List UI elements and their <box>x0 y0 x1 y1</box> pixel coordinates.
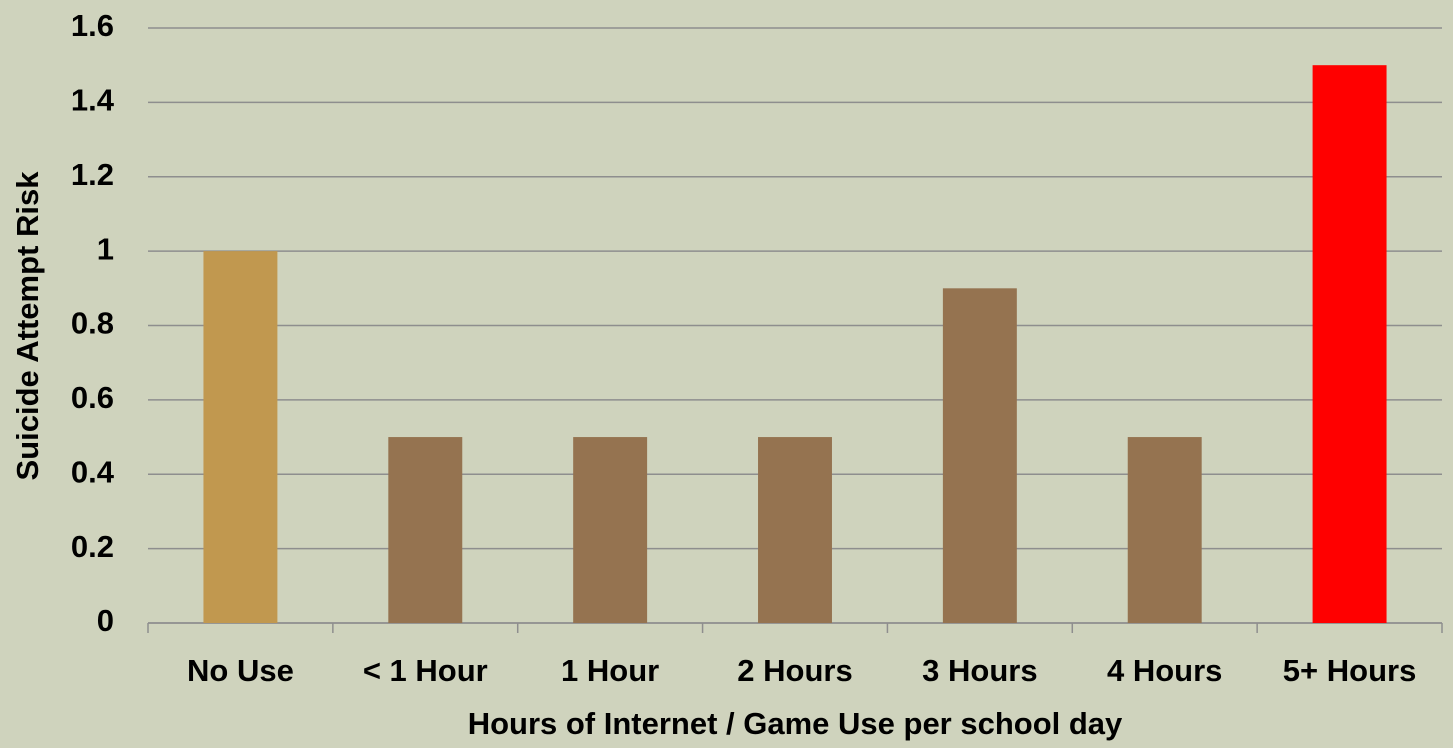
y-tick-label: 0.4 <box>71 454 115 489</box>
x-tick-label: < 1 Hour <box>363 653 488 688</box>
x-tick-label: 1 Hour <box>561 653 659 688</box>
x-tick-label: 4 Hours <box>1107 653 1222 688</box>
x-tick-label: 5+ Hours <box>1283 653 1417 688</box>
y-tick-label: 1 <box>97 231 114 266</box>
bar <box>388 437 463 623</box>
x-tick-label: 2 Hours <box>737 653 852 688</box>
bar <box>758 437 832 623</box>
x-axis-title: Hours of Internet / Game Use per school … <box>468 706 1123 741</box>
y-tick-label: 0.6 <box>71 380 114 415</box>
bar <box>942 288 1017 623</box>
y-tick-label: 0.2 <box>71 529 114 564</box>
y-tick-label: 1.4 <box>71 83 115 118</box>
x-tick-label: 3 Hours <box>922 653 1037 688</box>
bar <box>1312 65 1387 623</box>
y-axis-title: Suicide Attempt Risk <box>10 171 45 481</box>
bar <box>573 437 648 623</box>
bar <box>1127 437 1202 623</box>
y-tick-label: 0.8 <box>71 306 114 341</box>
x-tick-label: No Use <box>187 653 294 688</box>
y-tick-label: 1.6 <box>71 8 114 43</box>
bar <box>203 251 278 623</box>
y-tick-label: 1.2 <box>71 157 114 192</box>
y-tick-label: 0 <box>97 603 114 638</box>
